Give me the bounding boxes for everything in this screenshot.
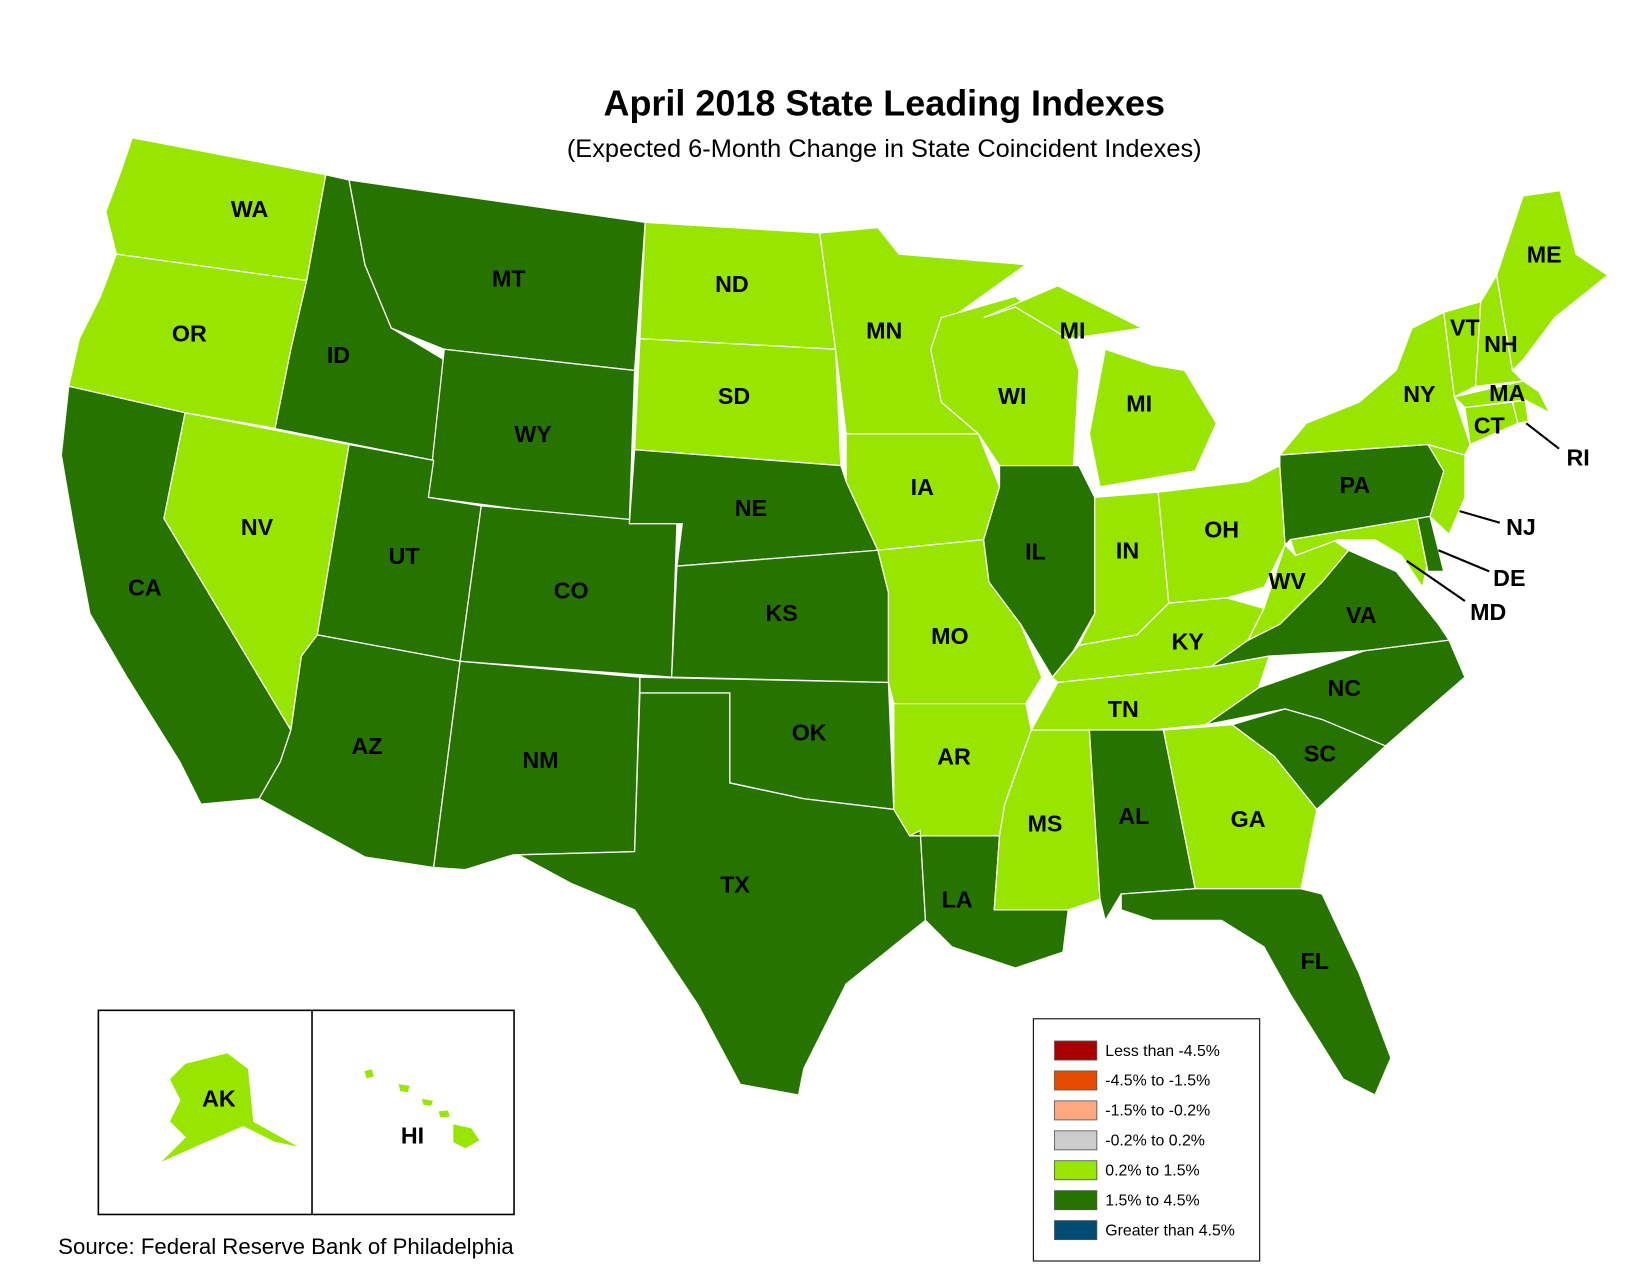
state-label: CA: [128, 575, 162, 601]
state-label: AR: [937, 744, 971, 770]
state-label: HI: [401, 1122, 424, 1148]
state-label: UT: [389, 543, 420, 569]
state-label: PA: [1340, 472, 1371, 498]
state-shape: [396, 1082, 412, 1094]
legend-swatch: [1054, 1040, 1098, 1061]
state-shape: [452, 1122, 482, 1150]
state-labels: WA OR CA NV ID MT WY UT CO AZ NM ND SD NE KS OK TX MN IA MO…: [128, 196, 1590, 1149]
state-label: FL: [1301, 948, 1329, 974]
state-label: MN: [866, 317, 902, 343]
state-label: MT: [492, 266, 526, 292]
state-label: WI: [998, 383, 1026, 409]
state-shape: [1416, 515, 1445, 573]
state-label: ND: [715, 271, 749, 297]
state-label: MS: [1028, 810, 1063, 836]
state-label: NJ: [1506, 514, 1536, 540]
legend: Less than -4.5% -4.5% to -1.5% -1.5% to -0…: [1054, 1040, 1235, 1241]
state-shape: [1088, 348, 1218, 488]
states: [60, 137, 1609, 1165]
state-label: CO: [554, 578, 589, 604]
inset-frame: [97, 1009, 515, 1216]
state-shape: [1205, 639, 1466, 747]
state-label: KS: [765, 600, 797, 626]
state-shape: [363, 1067, 376, 1080]
state-label: CT: [1474, 413, 1505, 439]
state-label: GA: [1231, 806, 1266, 832]
state-shape: [437, 1109, 452, 1119]
state-shape: [983, 285, 1145, 340]
state-label: IL: [1025, 539, 1046, 565]
state-shape: [1278, 311, 1471, 456]
state-label: NH: [1484, 331, 1518, 357]
state-label: NY: [1403, 381, 1436, 407]
state-label: TX: [720, 872, 750, 898]
state-label: OK: [792, 719, 827, 745]
state-shape: [1246, 538, 1350, 642]
state-label: RI: [1566, 444, 1589, 470]
state-label: SD: [718, 383, 750, 409]
legend-label: -1.5% to -0.2%: [1105, 1103, 1210, 1120]
state-shape: [420, 1097, 435, 1108]
legend-label: -0.2% to 0.2%: [1105, 1133, 1205, 1150]
state-label: OH: [1204, 516, 1239, 542]
state-label: IN: [1116, 537, 1139, 563]
state-label: SC: [1304, 741, 1337, 767]
state-label: OR: [172, 321, 207, 347]
state-shape: [1474, 273, 1525, 388]
state-label: AZ: [352, 733, 383, 759]
state-label: MA: [1489, 380, 1525, 406]
legend-swatch: [1054, 1100, 1098, 1121]
state-label: NM: [522, 747, 558, 773]
state-label: AK: [202, 1085, 236, 1111]
legend-swatch: [1054, 1190, 1098, 1211]
state-label: WV: [1268, 568, 1306, 594]
state-shape: [1120, 888, 1392, 1096]
map-subtitle: (Expected 6-Month Change in State Coinci…: [567, 135, 1202, 163]
legend-label: Less than -4.5%: [1105, 1043, 1220, 1060]
state-label: VT: [1450, 314, 1480, 340]
leader-line: [1438, 549, 1490, 573]
state-label: NC: [1328, 675, 1362, 701]
state-label: NE: [735, 495, 767, 521]
legend-swatch: [1054, 1070, 1098, 1091]
leader-line: [1406, 559, 1466, 602]
state-label: ID: [327, 342, 350, 368]
source-note: Source: Federal Reserve Bank of Philadel…: [58, 1234, 514, 1259]
leader-line: [1459, 510, 1501, 524]
state-label: NV: [241, 514, 274, 540]
legend-swatch: [1054, 1130, 1098, 1151]
state-label: MI: [1060, 317, 1086, 343]
legend-swatch: [1054, 1160, 1098, 1181]
legend-label: -4.5% to -1.5%: [1105, 1073, 1210, 1090]
legend-label: 0.2% to 1.5%: [1105, 1163, 1199, 1180]
legend-swatch: [1054, 1220, 1098, 1241]
state-label: MO: [931, 623, 968, 649]
state-label: TN: [1108, 696, 1139, 722]
map-title: April 2018 State Leading Indexes: [603, 83, 1164, 124]
state-label: LA: [942, 887, 973, 913]
state-label: MD: [1470, 599, 1506, 625]
state-label: KY: [1172, 628, 1205, 654]
legend-label: 1.5% to 4.5%: [1105, 1192, 1199, 1209]
state-label: MI: [1126, 390, 1152, 416]
legend-label: Greater than 4.5%: [1105, 1222, 1235, 1239]
state-label: WY: [514, 421, 552, 447]
state-shape: [1495, 189, 1609, 372]
leader-line: [1525, 422, 1560, 450]
state-label: VA: [1346, 602, 1377, 628]
state-shape: [158, 1051, 302, 1165]
state-label: AL: [1118, 803, 1149, 829]
state-label: WA: [231, 196, 269, 222]
state-label: ME: [1527, 241, 1562, 267]
state-shape: [515, 692, 927, 1096]
state-label: IA: [911, 474, 934, 500]
state-label: DE: [1493, 565, 1525, 591]
